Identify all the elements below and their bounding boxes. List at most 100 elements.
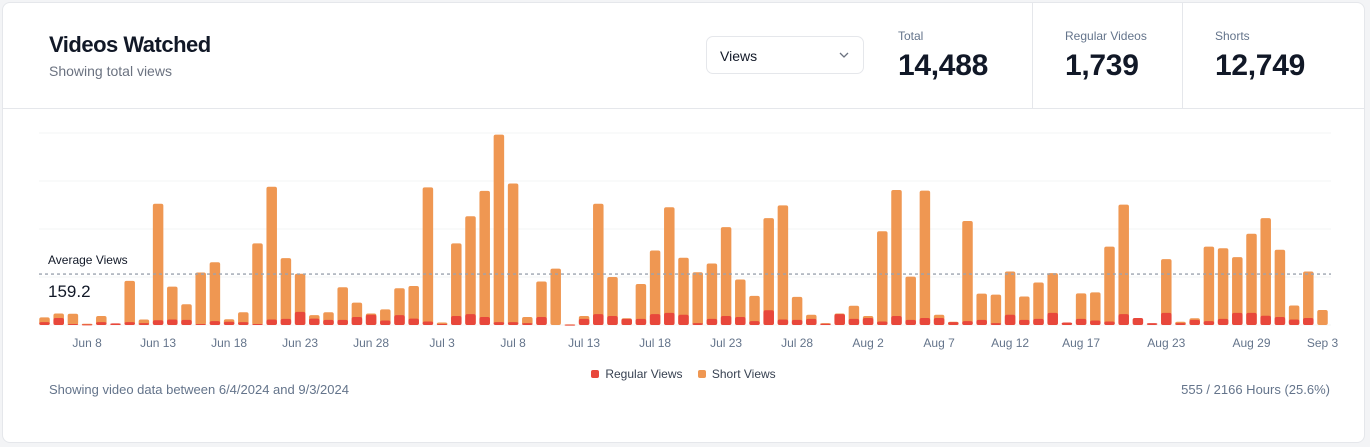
bar-regular-views: [635, 318, 647, 325]
bar-short-views: [465, 216, 476, 325]
bar-regular-views: [593, 314, 604, 325]
bar-regular-views: [209, 321, 221, 325]
bar-short-views: [536, 281, 547, 325]
bar-regular-views: [1019, 319, 1030, 325]
bar-short-views: [664, 207, 675, 325]
bar-regular-views: [806, 318, 817, 325]
hours-text: 555 / 2166 Hours (25.6%): [1181, 382, 1330, 397]
bar-short-views: [635, 284, 647, 325]
bar-short-views: [507, 183, 519, 325]
bar-short-views: [976, 293, 987, 325]
bar-regular-views: [948, 322, 959, 325]
x-tick-label: Jul 18: [639, 336, 671, 350]
bar-regular-views: [238, 322, 249, 325]
bar-regular-views: [1146, 323, 1158, 325]
bar-regular-views: [607, 316, 618, 325]
bar-regular-views: [905, 319, 916, 325]
bar-regular-views: [365, 314, 377, 325]
bar-regular-views: [181, 319, 192, 325]
bar-short-views: [649, 250, 661, 325]
bar-regular-views: [351, 317, 363, 325]
legend-item-regular[interactable]: Regular Views: [591, 367, 683, 381]
bar-regular-views: [692, 323, 703, 325]
bar-regular-views: [96, 322, 107, 325]
bar-short-views: [763, 218, 774, 325]
x-tick-label: Jul 3: [429, 336, 455, 350]
stat-label: Total: [898, 29, 924, 43]
bar-regular-views: [223, 321, 235, 325]
bar-regular-views: [1217, 318, 1229, 325]
bar-regular-views: [919, 317, 931, 325]
legend-label: Regular Views: [605, 367, 683, 381]
x-tick-label: Jul 13: [568, 336, 600, 350]
bar-short-views: [195, 272, 206, 325]
metric-select[interactable]: Views: [706, 36, 864, 74]
bar-regular-views: [522, 323, 533, 325]
date-range-text: Showing video data between 6/4/2024 and …: [49, 382, 349, 397]
bar-short-views: [593, 203, 604, 325]
bar-short-views: [550, 268, 561, 325]
x-tick-label: Aug 17: [1062, 336, 1100, 350]
metric-select-value: Views: [720, 48, 758, 64]
bar-short-views: [1104, 246, 1115, 325]
bar-regular-views: [791, 319, 803, 325]
bar-regular-views: [1004, 314, 1016, 325]
bar-regular-views: [1175, 323, 1186, 325]
bar-regular-views: [862, 317, 874, 325]
bar-regular-views: [81, 324, 93, 326]
bar-short-views: [692, 272, 703, 325]
bar-short-views: [1118, 204, 1129, 325]
stat-label: Shorts: [1215, 29, 1250, 43]
x-tick-label: Aug 12: [991, 336, 1029, 350]
bar-regular-views: [1303, 317, 1314, 325]
bar-short-views: [1019, 296, 1030, 325]
bar-regular-views: [1189, 319, 1200, 325]
bar-regular-views: [422, 321, 434, 325]
bar-short-views: [479, 190, 490, 325]
bar-regular-views: [1260, 315, 1271, 325]
stat-divider: [1182, 3, 1183, 108]
stat-value: 14,488: [898, 49, 988, 82]
bar-short-views: [706, 263, 718, 325]
bar-short-views: [337, 287, 348, 325]
legend-swatch: [591, 370, 600, 378]
stat-divider: [1032, 3, 1033, 108]
chart-legend: Regular Views Short Views: [3, 367, 1364, 381]
x-tick-label: Aug 7: [923, 336, 955, 350]
x-tick-label: Aug 2: [852, 336, 884, 350]
bar-short-views: [1004, 271, 1016, 325]
legend-item-short[interactable]: Short Views: [697, 367, 776, 381]
bar-regular-views: [933, 317, 945, 325]
bar-short-views: [877, 231, 888, 325]
bar-regular-views: [67, 324, 79, 326]
bar-regular-views: [877, 321, 888, 325]
bar-regular-views: [891, 316, 902, 325]
bar-regular-views: [763, 310, 774, 325]
x-tick-label: Jul 28: [781, 336, 813, 350]
bar-short-views: [990, 294, 1002, 325]
bar-regular-views: [167, 319, 178, 325]
bar-regular-views: [777, 319, 789, 325]
bar-short-views: [905, 276, 916, 325]
bar-regular-views: [124, 322, 135, 325]
bar-short-views: [749, 295, 760, 325]
x-tick-label: Jul 8: [500, 336, 526, 350]
bar-regular-views: [706, 318, 718, 325]
bar-regular-views: [1104, 321, 1115, 325]
bar-regular-views: [465, 314, 476, 325]
bar-short-views: [1217, 248, 1229, 325]
stat-label: Regular Videos: [1065, 29, 1147, 43]
bar-short-views: [493, 134, 505, 325]
stat-value: 12,749: [1215, 49, 1305, 82]
bar-short-views: [238, 312, 249, 325]
stacked-bar-chart: Average Views 159.2 Jun 8 Jun 13 Jun 18 Jun 2…: [39, 132, 1339, 350]
bar-regular-views: [493, 322, 505, 325]
x-tick-label: Jun 13: [140, 336, 176, 350]
bar-short-views: [1033, 282, 1044, 325]
chevron-down-icon: [839, 52, 849, 58]
bar-regular-views: [749, 321, 760, 325]
bar-short-views: [209, 262, 221, 325]
bar-short-views: [720, 227, 732, 325]
bar-short-views: [280, 258, 292, 325]
bar-regular-views: [1033, 318, 1044, 325]
